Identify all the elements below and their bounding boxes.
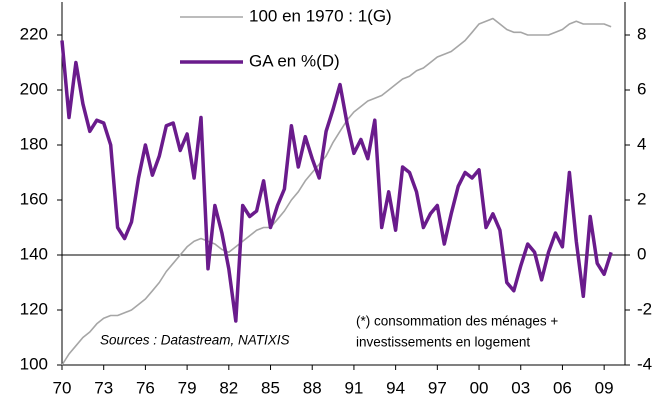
x-tick-label: 70 (53, 378, 72, 397)
x-tick-label: 00 (470, 378, 489, 397)
x-tick-label: 09 (595, 378, 614, 397)
y2-tick-label: 0 (637, 244, 646, 263)
y-tick-label: 120 (20, 299, 48, 318)
footnote: (*) consommation des ménages + (356, 314, 558, 329)
x-tick-label: 79 (178, 378, 197, 397)
line-series (60, 40, 613, 323)
x-tick-label: 82 (219, 378, 238, 397)
x-tick-label: 85 (261, 378, 280, 397)
y2-tick-label: 4 (637, 134, 646, 153)
y-tick-label: 100 (20, 354, 48, 373)
x-tick-label: 73 (94, 378, 113, 397)
x-tick-label: 03 (511, 378, 530, 397)
y-tick-label: 200 (20, 79, 48, 98)
y2-tick-label: 8 (637, 24, 646, 43)
y-tick-label: 180 (20, 134, 48, 153)
y-tick-label: 220 (20, 24, 48, 43)
y-tick-label: 160 (20, 189, 48, 208)
y2-tick-label: 6 (637, 79, 646, 98)
line-series (61, 17, 612, 366)
y2-tick-label: 2 (637, 189, 646, 208)
legend-label: GA en %(D) (249, 51, 340, 70)
x-tick-label: 97 (428, 378, 447, 397)
x-tick-label: 06 (553, 378, 572, 397)
legend-label: 100 en 1970 : 1(G) (249, 6, 392, 25)
x-tick-label: 91 (344, 378, 363, 397)
y2-tick-label: -2 (637, 299, 652, 318)
y2-tick-label: -4 (637, 354, 652, 373)
x-tick-label: 88 (303, 378, 322, 397)
x-tick-label: 76 (136, 378, 155, 397)
x-tick-label: 94 (386, 378, 405, 397)
y-tick-label: 140 (20, 244, 48, 263)
source-note: Sources : Datastream, NATIXIS (100, 333, 290, 348)
footnote: investissements en logement (356, 335, 530, 350)
